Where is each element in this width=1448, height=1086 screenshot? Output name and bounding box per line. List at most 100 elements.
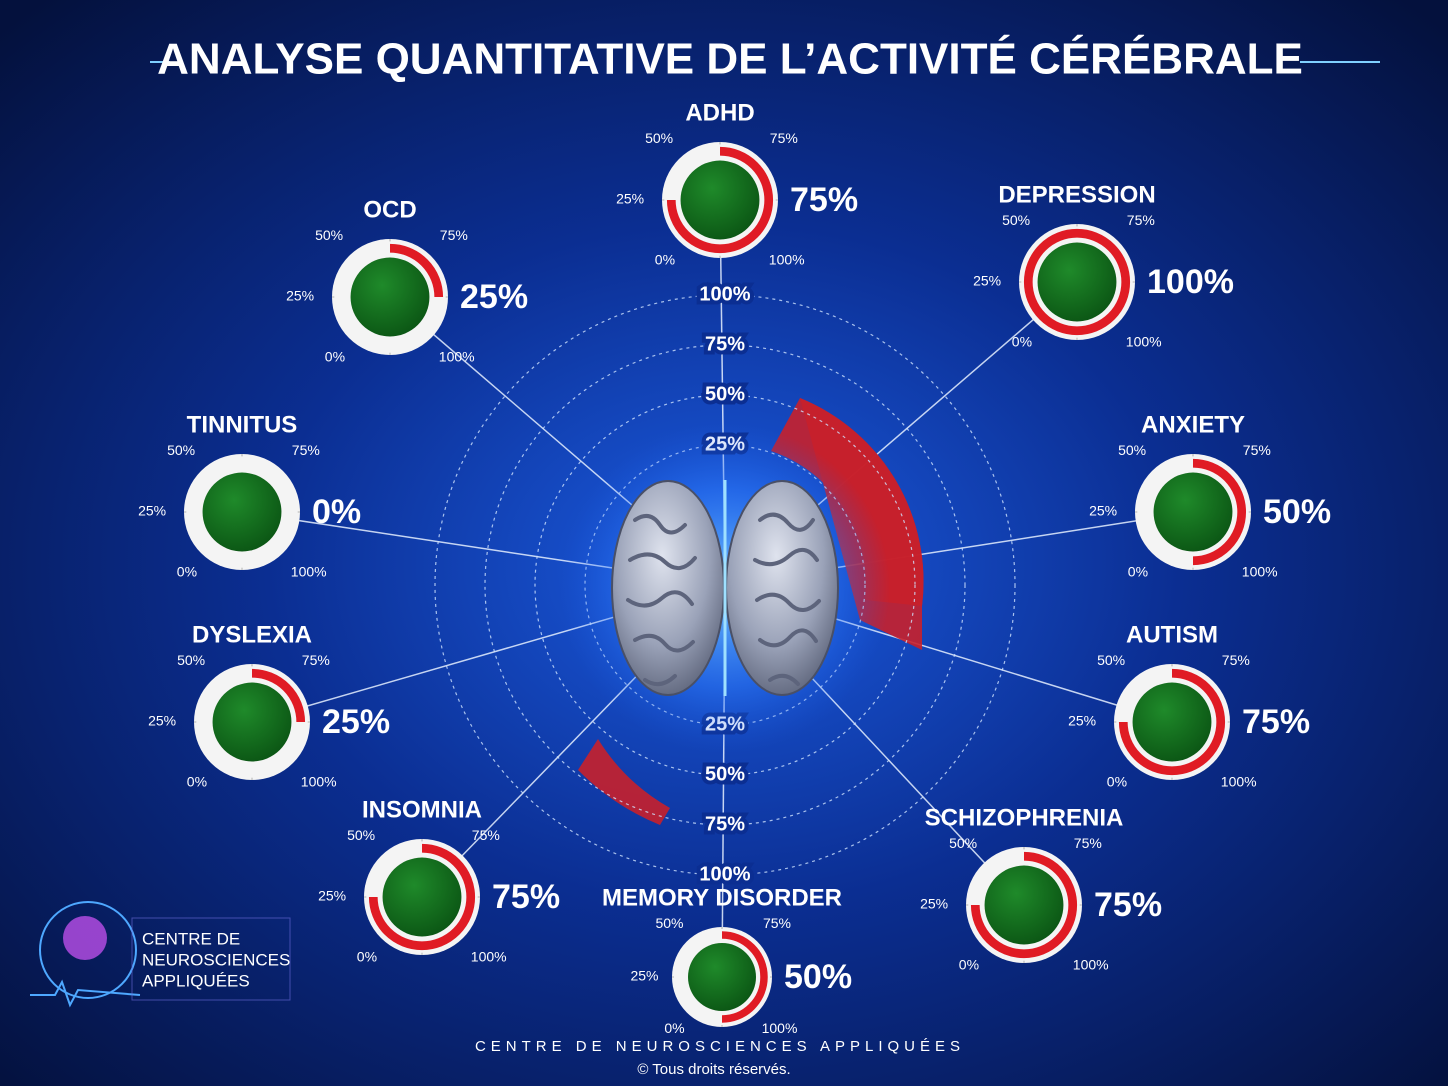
gauge-tick-label: 25% — [973, 273, 1001, 289]
gauge-tick-label: 100% — [762, 1020, 798, 1036]
gauge-tick-label: 0% — [959, 957, 979, 973]
gauge-tick-label: 100% — [1073, 957, 1109, 973]
gauge-tick-label: 75% — [770, 130, 798, 146]
gauge-tick-label: 50% — [1118, 442, 1146, 458]
brain-folds — [626, 512, 821, 687]
gauge-tick-label: 50% — [347, 827, 375, 843]
gauge-value: 0% — [312, 493, 361, 531]
gauge-tick-label: 25% — [920, 896, 948, 912]
gauge-value: 50% — [1263, 493, 1331, 531]
gauge-arc — [251, 668, 306, 723]
ring-label: 50% — [705, 763, 745, 785]
gauges: ADHD 0% 25% 50% 75% 100% 75% OCD 0% 25% 50% 75% 100%… — [138, 99, 1331, 1036]
gauge-arc — [1023, 228, 1131, 336]
brain-left — [611, 480, 725, 696]
gauge-arc — [1118, 668, 1226, 776]
footer-org: CENTRE DE NEUROSCIENCES APPLIQUÉES — [475, 1038, 965, 1055]
gauge-core — [1037, 242, 1117, 322]
gauge-tick-label: 75% — [1127, 212, 1155, 228]
gauge-arc — [666, 146, 774, 254]
gauge-value: 25% — [460, 278, 528, 316]
gauge-tick-label: 0% — [357, 949, 377, 965]
gauge-tick-label: 50% — [167, 442, 195, 458]
ring — [434, 294, 1016, 876]
gauge-tick-label: 25% — [286, 288, 314, 304]
condition-title: ADHD — [685, 99, 754, 126]
condition-title: MEMORY DISORDER — [602, 884, 842, 911]
condition-title: TINNITUS — [187, 411, 298, 438]
gauge-tick-label: 75% — [302, 652, 330, 668]
gauge-tick-label: 25% — [630, 968, 658, 984]
gauge-value: 75% — [1094, 886, 1162, 924]
gauge-tick-label: 75% — [292, 442, 320, 458]
gauge-tick-label: 25% — [1089, 503, 1117, 519]
gauge-tick-label: 0% — [1128, 564, 1148, 580]
ring-label: 75% — [705, 333, 745, 355]
ring-label: 50% — [705, 383, 745, 405]
ring — [484, 344, 966, 826]
gauge-tick-label: 0% — [1012, 334, 1032, 350]
gauge-arc — [970, 851, 1078, 959]
gauge-tick-label: 100% — [1126, 334, 1162, 350]
gauge-tick-label: 50% — [315, 227, 343, 243]
gauge-value: 25% — [322, 703, 390, 741]
gauge-tick-label: 100% — [291, 564, 327, 580]
gauge-tick-label: 50% — [949, 835, 977, 851]
gauge-tick-label: 0% — [187, 774, 207, 790]
logo-brain — [63, 916, 107, 960]
gauge-arc — [368, 843, 476, 951]
gauge-tick-label: 50% — [1097, 652, 1125, 668]
logo-line: NEUROSCIENCES — [142, 950, 290, 969]
gauge-tick-label: 50% — [177, 652, 205, 668]
gauge-tick-label: 100% — [1221, 774, 1257, 790]
gauge-tick-label: 0% — [664, 1020, 684, 1036]
gauge-core — [688, 943, 756, 1011]
gauge-value: 75% — [1242, 703, 1310, 741]
ring-label: 75% — [705, 813, 745, 835]
ring-label: 100% — [699, 283, 750, 305]
condition-title: SCHIZOPHRENIA — [925, 804, 1124, 831]
gauge-tick-label: 100% — [1242, 564, 1278, 580]
logo-pulse — [30, 979, 141, 1008]
gauge-tick-label: 0% — [325, 349, 345, 365]
gauge-tick-label: 0% — [177, 564, 197, 580]
logo: CENTRE DE NEUROSCIENCES APPLIQUÉES — [30, 901, 291, 1008]
condition-title: OCD — [363, 196, 416, 223]
gauge-core — [212, 682, 292, 762]
logo-line: APPLIQUÉES — [142, 971, 250, 990]
gauge-arc — [1192, 458, 1246, 566]
title: ANALYSE QUANTITATIVE DE L’ACTIVITÉ CÉRÉB… — [157, 34, 1303, 84]
gauge-tick-label: 50% — [655, 915, 683, 931]
gauge-tick-label: 25% — [616, 191, 644, 207]
condition-title: DYSLEXIA — [192, 621, 312, 648]
gauge-tick-label: 0% — [655, 252, 675, 268]
gauge-core — [1153, 472, 1233, 552]
logo-line: CENTRE DE — [142, 929, 240, 948]
gauge-value: 50% — [784, 958, 852, 996]
gauge-tick-label: 50% — [645, 130, 673, 146]
gauge-core — [1132, 682, 1212, 762]
gauge-tick-label: 25% — [138, 503, 166, 519]
gauge-tick-label: 75% — [440, 227, 468, 243]
condition-title: DEPRESSION — [998, 181, 1155, 208]
gauge-tick-label: 100% — [769, 252, 805, 268]
gauge-core — [680, 160, 760, 240]
condition-title: INSOMNIA — [362, 796, 482, 823]
logo-ring — [39, 901, 137, 999]
condition-title: ANXIETY — [1141, 411, 1245, 438]
condition-title: AUTISM — [1126, 621, 1218, 648]
brain — [560, 423, 890, 753]
gauge-tick-label: 75% — [1074, 835, 1102, 851]
gauge-core — [350, 257, 430, 337]
gauge-tick-label: 25% — [148, 713, 176, 729]
gauge-tick-label: 75% — [1222, 652, 1250, 668]
gauge-arc — [721, 931, 768, 1023]
gauge-arc — [389, 243, 444, 298]
gauge-tick-label: 0% — [1107, 774, 1127, 790]
gauge-tick-label: 25% — [1068, 713, 1096, 729]
gauge-tick-label: 100% — [471, 949, 507, 965]
gauge-core — [202, 472, 282, 552]
ring-label: 100% — [699, 863, 750, 885]
gauge-value: 75% — [790, 181, 858, 219]
